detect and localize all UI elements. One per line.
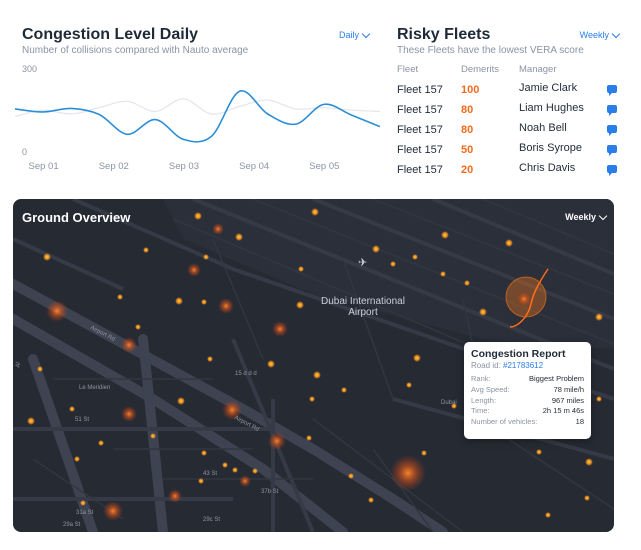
congestion-title: Congestion Level Daily [22,26,199,43]
demerits-cell: 20 [461,164,474,176]
fleet-cell: Fleet 157 [397,104,443,116]
chevron-down-icon [361,29,371,38]
map-canvas[interactable] [13,199,614,532]
map-period-label: Weekly [565,212,596,222]
report-speed: Avg Speed: 78 mile/h [471,385,584,396]
y-tick-label: 0 [22,147,27,157]
report-title: Congestion Report [471,348,566,360]
fleet-cell: Fleet 157 [397,84,443,96]
table-row[interactable]: Fleet 157 20 Chris Davis [397,160,619,180]
road-label-31a-st: 31a St [76,510,94,516]
fleets-period-dropdown[interactable]: Weekly [579,29,621,40]
map-title: Ground Overview [22,210,131,225]
manager-cell: Noah Bell [519,122,567,134]
length-value: 967 miles [551,395,584,405]
congestion-panel: 300 0 Sep 01 Sep 02 Sep 03 Sep 04 Sep 05 Conge… [13,24,380,179]
demerits-cell: 80 [461,124,474,136]
table-row[interactable]: Fleet 157 80 Liam Hughes [397,100,619,120]
report-length: Length: 967 miles [471,396,584,407]
message-icon[interactable] [607,125,617,136]
manager-cell: Chris Davis [519,162,576,174]
map-period-dropdown[interactable]: Weekly [565,211,608,222]
fleets-subtitle: These Fleets have the lowest VERA score [397,45,584,56]
column-header-fleet: Fleet [397,64,419,75]
place-label-jetted: 15 d d d [235,371,257,377]
fleet-cell: Fleet 157 [397,124,443,136]
demerits-cell: 50 [461,144,474,156]
report-details: Rank: Biggest Problem Avg Speed: 78 mile/h… [471,374,584,428]
airport-label-line2: Airport [348,307,378,318]
time-value: 2h 15 m 46s [542,406,584,416]
column-header-demerits: Demerits [461,64,500,75]
place-label-le-meridien: Le Meridien [79,385,111,391]
fleets-title: Risky Fleets [397,26,491,43]
x-tick-label: Sep 05 [309,161,339,172]
rank-value: Biggest Problem [528,374,584,383]
chevron-down-icon [611,29,621,38]
place-label-al: Al [15,361,23,369]
demerits-cell: 100 [461,84,480,96]
congestion-subtitle: Number of collisions compared with Nauto… [22,45,249,56]
report-vehicles: Number of vehicles: 18 [471,417,584,428]
report-time: Time: 2h 15 m 46s [471,406,584,417]
airport-label-line1: Dubai International [321,296,405,307]
congestion-report-card[interactable]: Congestion Report Road id: #21783612 Ran… [464,342,591,439]
fleets-period-label: Weekly [579,30,609,40]
x-tick-label: Sep 02 [99,161,129,172]
airplane-icon: ✈ [358,257,368,269]
road-label-29c-st: 29c St [203,517,221,523]
chevron-down-icon [598,211,608,220]
rank-label: Rank: [471,374,491,383]
speed-value: 78 mile/h [553,384,584,394]
congestion-period-label: Daily [338,30,359,40]
table-row[interactable]: Fleet 157 80 Noah Bell [397,120,619,140]
message-icon[interactable] [607,85,617,96]
road-id-label: Road id: [471,361,501,370]
y-tick-label: 300 [22,64,37,74]
message-icon[interactable] [607,105,617,116]
report-road-id: Road id: #21783612 [471,361,584,370]
time-label: Time: [471,406,490,416]
congestion-period-dropdown[interactable]: Daily [338,29,371,40]
demerits-cell: 80 [461,104,474,116]
series-line-fleet [14,90,380,143]
ground-overview-map[interactable]: Ground Overview Weekly ✈ Dubai Internati… [13,199,614,532]
x-tick-label: Sep 04 [239,161,269,172]
road-id-link[interactable]: #21783612 [503,361,544,370]
manager-cell: Jamie Clark [519,82,578,94]
report-rank: Rank: Biggest Problem [471,374,584,385]
column-header-manager: Manager [519,64,557,75]
risky-fleets-panel: Risky Fleets These Fleets have the lowes… [397,24,621,180]
fleet-cell: Fleet 157 [397,164,443,176]
series-line-nauto-average [14,98,380,118]
vehicles-value: 18 [575,417,584,427]
road-label-29a-st: 29a St [63,522,81,528]
message-icon[interactable] [607,165,617,176]
table-row[interactable]: Fleet 157 50 Boris Syrope [397,140,619,160]
manager-cell: Liam Hughes [519,102,584,114]
x-tick-label: Sep 01 [29,161,59,172]
airport-label: Dubai International Airport [318,296,408,318]
place-label-dubai: Dubai [441,400,457,406]
speed-label: Avg Speed: [471,384,510,394]
fleets-table-body: Fleet 157 100 Jamie Clark Fleet 157 80 L… [397,80,619,180]
road-label-43-st: 43 St [203,471,218,477]
message-icon[interactable] [607,145,617,156]
x-tick-label: Sep 03 [169,161,199,172]
road-label-37b-st: 37b St [261,489,279,495]
table-row[interactable]: Fleet 157 100 Jamie Clark [397,80,619,100]
manager-cell: Boris Syrope [519,142,582,154]
vehicles-label: Number of vehicles: [471,417,538,427]
length-label: Length: [471,395,497,405]
fleet-cell: Fleet 157 [397,144,443,156]
road-label-51-st: 51 St [75,417,90,423]
